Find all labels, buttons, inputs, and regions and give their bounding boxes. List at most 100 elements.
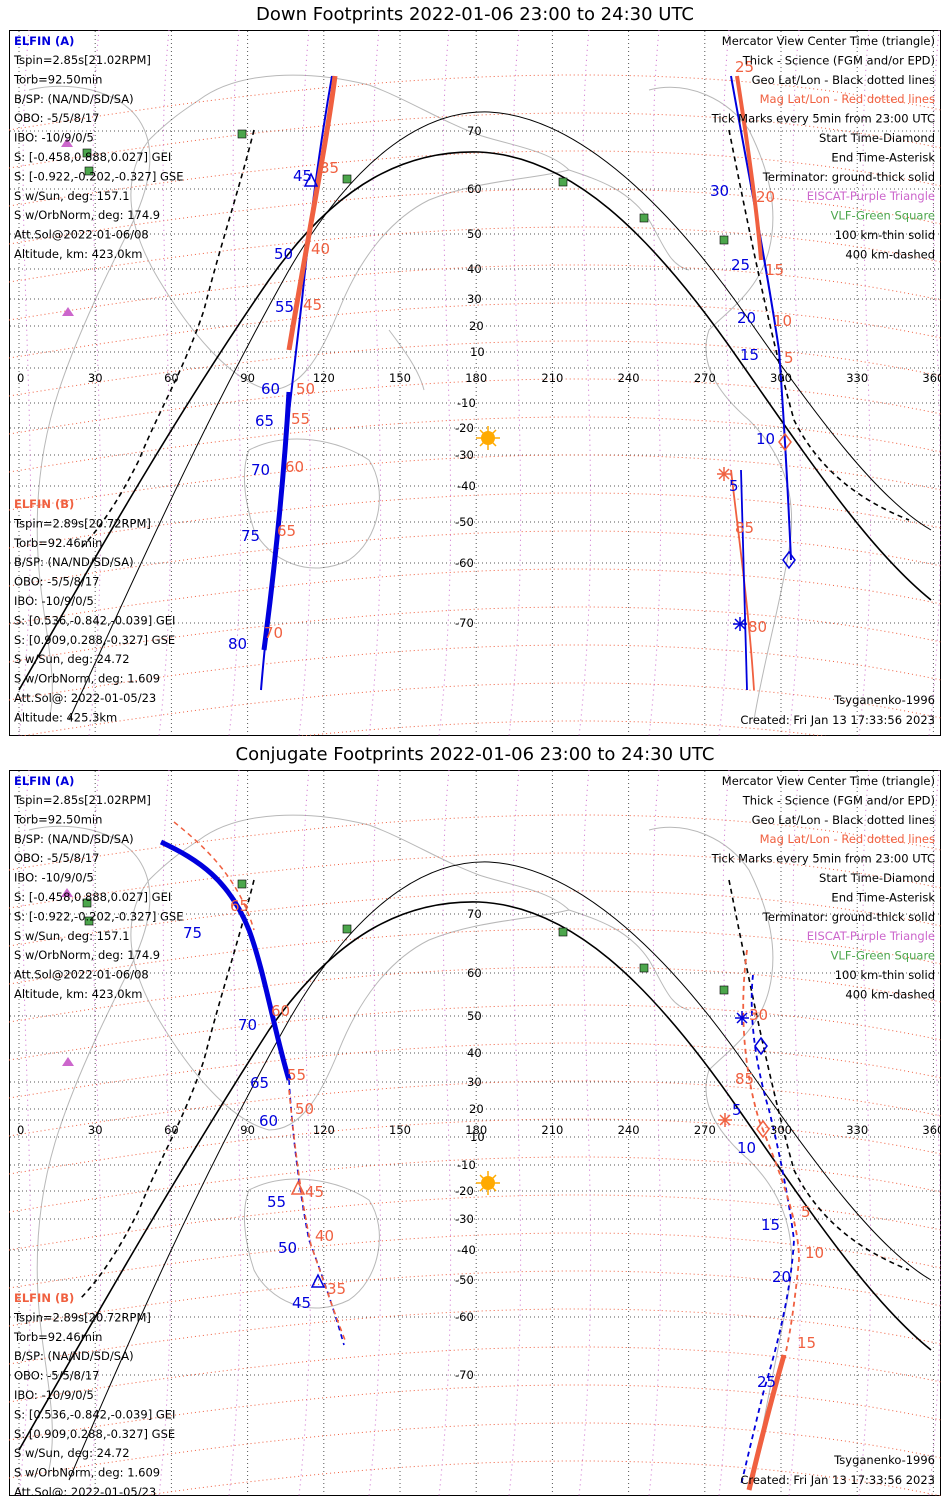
blue-track-tick-label: 70 bbox=[238, 1016, 257, 1034]
legend-entry: 400 km-dashed bbox=[845, 247, 935, 261]
latitude-label: -60 bbox=[455, 1310, 474, 1324]
latitude-label: 60 bbox=[467, 966, 482, 980]
elfin-b-info-line: S w/Sun, deg: 24.72 bbox=[14, 1446, 130, 1460]
red-track-tick-label: 55 bbox=[287, 1066, 306, 1084]
mag-latitude-line bbox=[9, 492, 941, 549]
longitude-tick-label: 60 bbox=[164, 371, 179, 385]
vlf-station-marker bbox=[342, 174, 352, 184]
elfin-b-info-line: S w/OrbNorm, deg: 1.609 bbox=[14, 672, 160, 686]
latitude-label: -50 bbox=[455, 1273, 474, 1287]
longitude-tick-label: 90 bbox=[240, 371, 255, 385]
latitude-label: -60 bbox=[455, 556, 474, 570]
legend-entry: VLF-Green Square bbox=[831, 949, 935, 963]
down-footprints-panel: Down Footprints 2022-01-06 23:00 to 24:3… bbox=[0, 0, 950, 740]
blue-track-tick-label: 5 bbox=[732, 1101, 742, 1119]
mag-latitude-line bbox=[9, 1004, 941, 1061]
elfin-b-info-line: B/SP: (NA/ND/SD/SA) bbox=[14, 555, 134, 569]
end-time-asterisk bbox=[718, 1113, 732, 1127]
model-label: Tsyganenko-1996 bbox=[833, 1453, 935, 1467]
terminator-lines bbox=[18, 111, 932, 721]
legend-entry: 100 km-thin solid bbox=[835, 968, 935, 982]
latitude-label: 70 bbox=[467, 907, 482, 921]
mag-latitude-line bbox=[9, 966, 941, 1023]
mag-latitude-line bbox=[9, 264, 941, 321]
longitude-tick-label: 150 bbox=[389, 1123, 411, 1137]
vlf-station-marker bbox=[82, 898, 92, 908]
longitude-tick-label: 210 bbox=[541, 371, 563, 385]
mag-latitude-line bbox=[9, 1384, 941, 1441]
latitude-label: 50 bbox=[467, 227, 482, 241]
elfin-a-header: ELFIN (A) bbox=[14, 774, 74, 788]
latitude-labels: 70 60 50 40 30 20 10 -10 -20 -30 -40 -50 -60 -70 bbox=[455, 907, 485, 1382]
mag-latitude-line bbox=[9, 150, 941, 207]
longitude-tick-label: 150 bbox=[389, 371, 411, 385]
elfin-a-info-line: S: [-0.458,0.888,0.027] GEI bbox=[14, 890, 171, 904]
legend-entry: Start Time-Diamond bbox=[819, 871, 935, 885]
legend-entry: Thick - Science (FGM and/or EPD) bbox=[742, 53, 935, 67]
red-track-tick-label: 10 bbox=[773, 312, 792, 330]
mag-latitude-line bbox=[9, 416, 941, 473]
center-time-triangle bbox=[290, 1180, 306, 1195]
red-track-tick-label: 5 bbox=[784, 349, 794, 367]
blue-track-tick-label: 30 bbox=[710, 182, 729, 200]
longitude-tick-label: 270 bbox=[694, 1123, 716, 1137]
elfin-a-header: ELFIN (A) bbox=[14, 34, 74, 48]
red-track-tick-label: 15 bbox=[765, 261, 784, 279]
legend-entry: Tick Marks every 5min from 23:00 UTC bbox=[711, 112, 935, 126]
longitude-tick-label: 180 bbox=[465, 1123, 487, 1137]
end-time-asterisk bbox=[733, 617, 747, 631]
vlf-station-marker bbox=[237, 879, 247, 889]
legend-entry: EISCAT-Purple Triangle bbox=[807, 189, 935, 203]
legend-entry: Start Time-Diamond bbox=[819, 131, 935, 145]
elfin-b-info-line: S: [0.536,-0.842,-0.039] GEI bbox=[14, 1407, 175, 1421]
start-time-diamond bbox=[754, 1036, 768, 1056]
mag-latitude-line bbox=[9, 644, 941, 701]
longitude-tick-labels: 0 30 60 90 120 150 180 210 240 270 300 330 360 bbox=[17, 1123, 941, 1137]
blue-track-tick-label: 50 bbox=[278, 1239, 297, 1257]
vlf-station-marker bbox=[639, 963, 649, 973]
mag-latitude-line bbox=[9, 1194, 941, 1251]
legend-entry: 400 km-dashed bbox=[845, 987, 935, 1001]
blue-track-tick-label: 45 bbox=[292, 1294, 311, 1312]
blue-track-tick-labels: 45 50 55 60 65 70 75 80 30 25 20 15 10 5 bbox=[228, 167, 775, 653]
longitude-tick-labels: 0 30 60 90 120 150 180 210 240 270 300 330 360 bbox=[17, 371, 941, 385]
elfin-a-info: ELFIN (A) Tspin=2.85s[21.02RPM] Torb=92.50… bbox=[13, 34, 183, 261]
track-markers bbox=[290, 1011, 770, 1288]
legend-entry: Mag Lat/Lon - Red dotted lines bbox=[760, 832, 935, 846]
elfin-a-info-line: S: [-0.922,-0.202,-0.327] GSE bbox=[14, 909, 183, 923]
latitude-label: 10 bbox=[470, 345, 485, 359]
blue-track-tick-label: 10 bbox=[756, 430, 775, 448]
elfin-b-info-line: Att.Sol@: 2022-01-05/23 bbox=[14, 1485, 156, 1496]
blue-track-tick-label: 20 bbox=[772, 1268, 791, 1286]
legend-entry: Thick - Science (FGM and/or EPD) bbox=[742, 793, 935, 807]
red-track-tick-label: 60 bbox=[285, 458, 304, 476]
blue-track-tick-label: 25 bbox=[731, 256, 750, 274]
red-track-tick-label: 60 bbox=[271, 1002, 290, 1020]
conjugate-footprints-panel: Conjugate Footprints 2022-01-06 23:00 to… bbox=[0, 740, 950, 1500]
elfin-a-info-line: S: [-0.922,-0.202,-0.327] GSE bbox=[14, 169, 183, 183]
mag-latitude-line bbox=[9, 852, 941, 909]
elfin-tracks bbox=[159, 821, 800, 1491]
elfin-a-info-line: Tspin=2.85s[21.02RPM] bbox=[13, 53, 151, 67]
ground-stations bbox=[61, 129, 729, 316]
mag-latitude-line bbox=[9, 814, 941, 871]
elfin-a-info-line: Torb=92.50min bbox=[13, 72, 102, 86]
longitude-tick-label: 240 bbox=[618, 371, 640, 385]
red-track-tick-label: 5 bbox=[801, 1203, 811, 1221]
longitude-tick-label: 0 bbox=[17, 1123, 24, 1137]
latitude-label: 60 bbox=[467, 182, 482, 196]
mag-latitude-line bbox=[18, 682, 941, 736]
mag-latitude-line bbox=[9, 568, 941, 625]
longitude-tick-label: 60 bbox=[164, 1123, 179, 1137]
elfin-b-info-line: OBO: -5/5/8/17 bbox=[14, 575, 99, 589]
created-label: Created: Fri Jan 13 17:33:56 2023 bbox=[740, 713, 935, 727]
mercator-map: 0 30 60 90 120 150 180 210 240 270 300 330 360 70 60 5… bbox=[9, 30, 941, 736]
panel-title: Down Footprints 2022-01-06 23:00 to 24:3… bbox=[256, 4, 694, 25]
red-track-tick-label: 40 bbox=[311, 240, 330, 258]
latitude-label: 20 bbox=[469, 319, 484, 333]
latitude-label: -70 bbox=[455, 1368, 474, 1382]
terminator-lines bbox=[18, 861, 932, 1481]
red-track-tick-label: 50 bbox=[296, 380, 315, 398]
red-track-tick-label: 70 bbox=[264, 624, 283, 642]
mag-latitude-line bbox=[9, 1080, 941, 1137]
